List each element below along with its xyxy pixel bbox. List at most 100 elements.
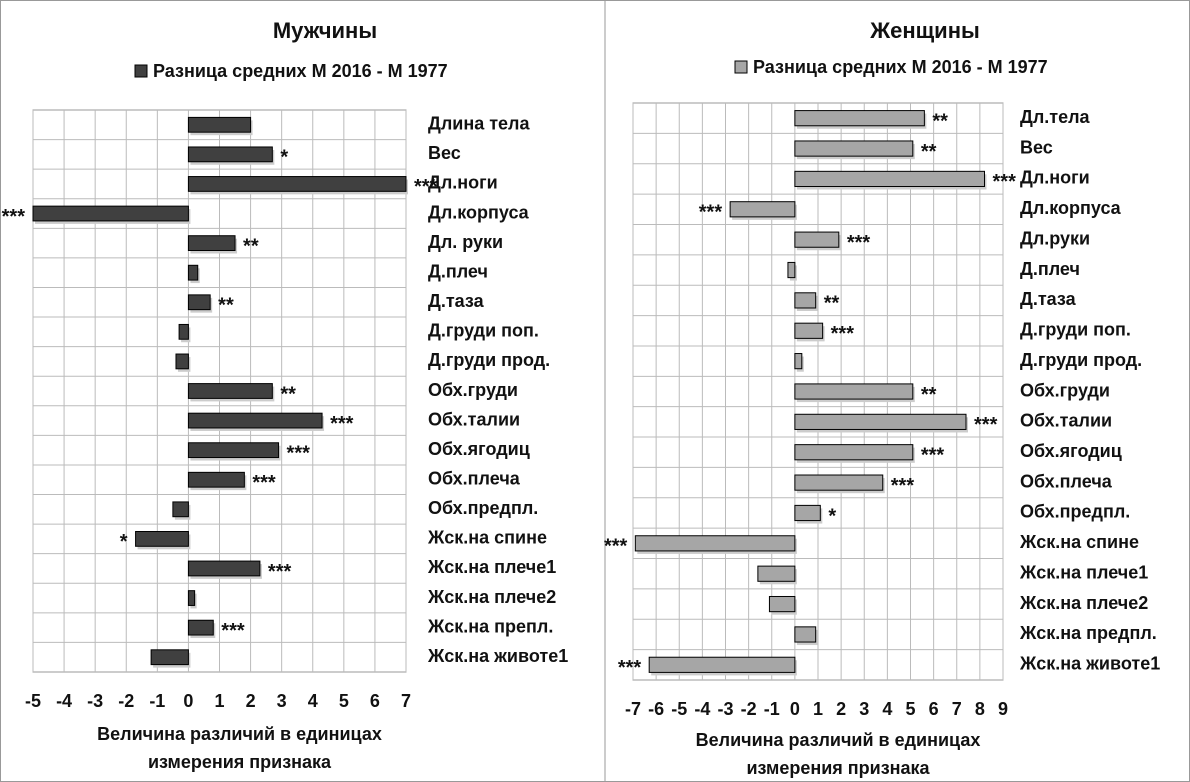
significance-label: ***	[604, 536, 628, 558]
bar	[794, 444, 914, 461]
chart-title: Женщины	[869, 18, 980, 43]
bar	[172, 501, 189, 518]
category-label: Дл.корпуса	[428, 202, 530, 222]
bar	[187, 383, 273, 399]
legend-label: Разница средних М 2016 - М 1977	[753, 57, 1048, 77]
bar	[794, 504, 821, 522]
significance-label: ***	[921, 445, 945, 467]
bar	[178, 323, 189, 340]
significance-label: ***	[891, 475, 915, 497]
x-tick-label: -2	[741, 699, 757, 719]
significance-label: ***	[330, 413, 354, 435]
category-label: Д.плеч	[1020, 259, 1080, 279]
x-tick-label: 3	[859, 699, 869, 719]
x-tick-label: 6	[370, 691, 380, 711]
category-label: Жск.на спине	[1019, 532, 1139, 552]
significance-label: **	[932, 110, 948, 132]
category-label: Обх.плеча	[428, 468, 521, 488]
category-label: Жск.на плече1	[427, 557, 556, 577]
category-label: Дл.ноги	[428, 173, 498, 193]
bar	[175, 353, 189, 370]
x-axis-label: Величина различий в единицах измерения пр…	[97, 724, 382, 772]
significance-label: ***	[974, 414, 998, 436]
bar	[794, 140, 914, 157]
significance-label: *	[120, 531, 128, 553]
category-label: Вес	[1020, 137, 1053, 157]
significance-label: ***	[252, 472, 276, 494]
x-tick-label: -7	[625, 699, 641, 719]
x-tick-label: -1	[149, 691, 165, 711]
x-axis-label: Величина различий в единицах измерения пр…	[696, 730, 981, 778]
bar	[794, 383, 914, 400]
significance-label: ***	[268, 561, 292, 583]
category-label: Жск.на животе1	[1019, 654, 1160, 674]
x-tick-label: -3	[87, 691, 103, 711]
significance-label: **	[280, 383, 296, 405]
chart-title: Мужчины	[273, 18, 377, 43]
x-tick-label: -3	[717, 699, 733, 719]
significance-label: **	[921, 384, 937, 406]
legend-swatch	[134, 64, 148, 78]
category-label: Обх.груди	[428, 380, 518, 400]
category-label: Д.таза	[1020, 289, 1077, 309]
category-label: Д.груди прод.	[1020, 350, 1142, 370]
category-label: Длина тела	[428, 114, 530, 134]
bar	[187, 560, 261, 577]
bar	[187, 412, 323, 429]
bar	[794, 292, 817, 309]
x-tick-label: 3	[277, 691, 287, 711]
bar	[794, 413, 967, 430]
x-tick-label: 5	[339, 691, 349, 711]
bar	[187, 471, 245, 488]
bar	[187, 116, 252, 133]
significance-label: *	[280, 147, 288, 169]
category-label: Обх.талии	[428, 409, 520, 429]
category-label: Обх.ягодиц	[1020, 441, 1122, 461]
category-label: Дл.корпуса	[1020, 198, 1122, 218]
x-tick-label: 4	[308, 691, 318, 711]
category-label: Обх.талии	[1020, 411, 1112, 431]
category-label: Жск.на спине	[427, 528, 547, 548]
bar	[794, 231, 840, 248]
legend-swatch	[734, 60, 748, 74]
bar	[187, 264, 199, 281]
category-label: Дл.руки	[1020, 228, 1090, 248]
category-label: Жск.на препл.	[427, 616, 553, 636]
x-tick-label: -1	[764, 699, 780, 719]
bar	[794, 626, 817, 643]
bar	[634, 535, 796, 552]
category-label: Д.таза	[428, 291, 485, 311]
bar	[187, 235, 236, 251]
category-label: Дл. руки	[428, 232, 503, 252]
bar	[187, 442, 280, 459]
significance-label: ***	[831, 323, 855, 345]
category-label: Д.груди поп.	[428, 321, 539, 341]
bar	[794, 474, 884, 491]
significance-label: *	[828, 505, 836, 527]
bar	[187, 590, 196, 606]
bar	[187, 619, 214, 636]
category-label: Жск.на животе1	[427, 646, 568, 666]
x-tick-label: 9	[998, 699, 1008, 719]
bar	[187, 176, 407, 192]
bar	[135, 531, 189, 547]
x-tick-label: 2	[246, 691, 256, 711]
category-label: Д.груди поп.	[1020, 320, 1131, 340]
x-tick-label: 7	[401, 691, 411, 711]
category-label: Обх.предпл.	[428, 498, 538, 518]
x-tick-label: -5	[671, 699, 687, 719]
category-label: Жск.на плече2	[1019, 593, 1148, 613]
category-label: Дл.тела	[1020, 107, 1091, 127]
x-tick-label: 1	[214, 691, 224, 711]
x-tick-label: -4	[56, 691, 72, 711]
significance-label: **	[824, 293, 840, 315]
bar	[794, 353, 803, 370]
x-tick-label: 0	[790, 699, 800, 719]
bar	[787, 261, 796, 279]
significance-label: **	[921, 141, 937, 163]
x-tick-label: 7	[952, 699, 962, 719]
significance-label: ***	[287, 442, 311, 464]
x-tick-label: 0	[183, 691, 193, 711]
x-tick-label: 8	[975, 699, 985, 719]
